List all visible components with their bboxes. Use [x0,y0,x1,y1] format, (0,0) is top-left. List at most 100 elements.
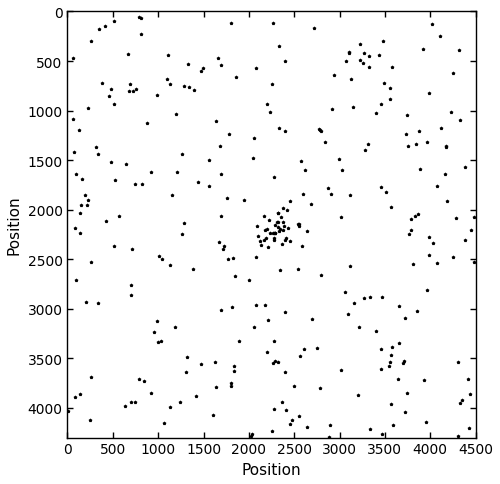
Point [137,31,145,39]
Point [230,362,237,370]
Point [304,228,312,236]
Point [364,141,372,149]
Point [71,225,79,233]
Point [276,266,284,274]
Point [210,411,218,419]
Point [257,242,265,250]
Point [436,125,444,133]
Point [456,400,464,408]
Point [136,14,143,22]
Point [348,76,356,84]
Point [274,358,282,366]
Point [344,311,352,318]
Point [456,117,464,124]
Point [412,141,420,149]
Point [224,195,232,202]
Point [346,192,354,199]
Point [166,81,174,89]
Point [372,327,380,335]
Point [212,359,220,366]
Point [443,198,451,206]
Point [217,62,225,70]
Point [302,166,310,174]
Point [227,20,235,28]
Point [127,282,135,289]
Point [394,302,402,310]
Point [394,375,402,383]
Point [262,235,270,243]
Point [178,151,186,158]
Point [108,86,116,93]
Point [274,210,281,218]
Point [327,190,335,198]
Point [402,131,410,139]
Point [98,80,106,88]
Point [436,33,444,41]
Point [460,236,468,244]
Point [271,230,279,238]
Point [227,382,235,390]
Point [198,68,205,76]
Point [266,230,274,238]
Point [348,104,356,111]
Point [214,56,222,63]
Point [268,427,276,435]
Point [341,288,349,296]
Point [220,242,228,250]
Point [270,236,278,244]
Point [446,109,454,117]
Point [102,218,110,226]
Point [275,228,283,236]
Point [452,215,460,223]
Point [400,314,408,322]
Point [410,261,418,269]
Point [126,398,134,406]
Point [245,276,253,284]
Point [273,219,281,227]
Point [132,86,140,94]
Point [271,358,279,365]
Point [131,181,139,188]
Point [212,118,220,126]
Point [359,60,367,68]
Point [279,205,287,212]
Point [260,213,268,221]
Point [224,256,232,263]
Point [270,230,278,238]
Point [354,392,362,399]
Point [346,262,354,270]
Point [252,65,260,73]
Point [154,338,162,346]
Point [361,147,369,154]
Y-axis label: Position: Position [7,196,22,255]
Point [286,197,294,205]
Point [270,359,278,367]
Point [268,81,276,89]
Point [280,219,287,227]
Point [454,47,462,55]
Point [404,143,412,151]
Point [216,142,224,150]
Point [160,419,168,427]
Point [283,207,291,215]
Point [263,348,271,356]
Point [404,389,411,396]
Point [72,277,80,285]
Point [218,306,226,314]
Point [346,50,354,58]
Point [322,138,330,146]
Point [278,241,286,249]
Point [171,323,179,331]
Point [290,382,298,390]
Point [356,58,364,65]
Point [87,373,95,381]
Point [470,214,478,222]
Point [440,171,448,179]
Point [264,316,272,324]
Point [354,323,362,331]
Point [254,233,262,241]
Point [176,399,184,407]
Point [147,389,155,397]
Point [284,225,292,233]
Point [366,425,374,433]
